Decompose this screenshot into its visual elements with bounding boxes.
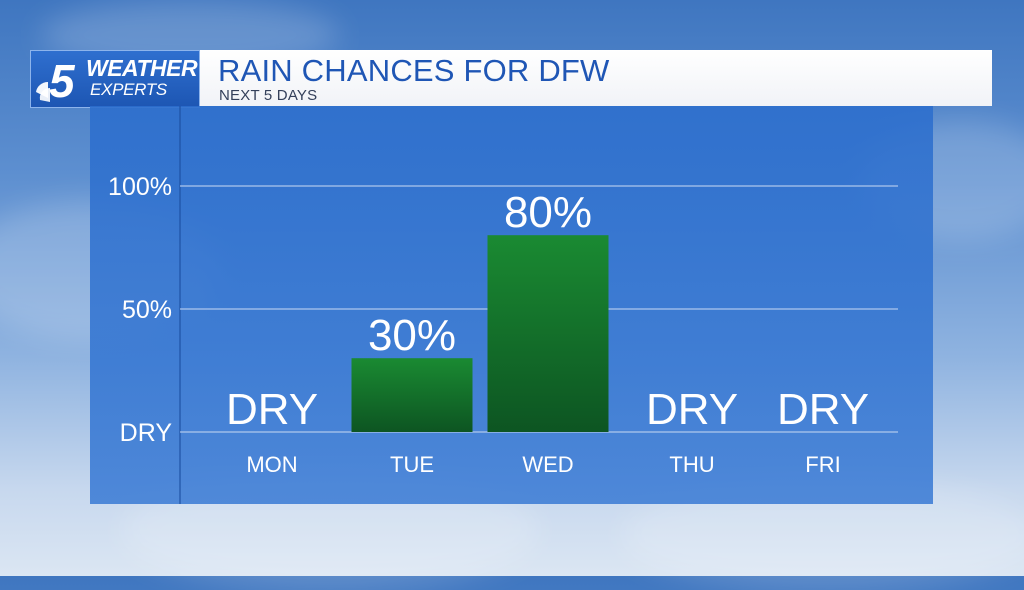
bar-value-label: 30% <box>368 311 456 360</box>
x-category-label: THU <box>669 452 714 477</box>
logo-experts-text: EXPERTS <box>90 80 167 99</box>
x-category-label: WED <box>522 452 573 477</box>
bar-value-label: DRY <box>226 385 318 434</box>
y-tick-label: 50% <box>122 296 172 324</box>
axis-separator <box>179 106 181 504</box>
bar <box>351 358 473 432</box>
y-tick-label: DRY <box>120 419 173 447</box>
page-title: RAIN CHANCES FOR DFW <box>218 53 610 88</box>
rain-chance-chart: DRY 50% 100% DRY MON 30% TUE 80% WED DRY THU DRY FRI <box>108 173 898 477</box>
bar <box>487 235 609 432</box>
bar-value-label: DRY <box>646 385 738 434</box>
nbc5-peacock-logo-icon: 5 <box>36 55 76 104</box>
y-tick-label: 100% <box>108 173 172 201</box>
page-subtitle: NEXT 5 DAYS <box>219 87 318 104</box>
title-bar <box>200 50 992 106</box>
chart-panel: DRY 50% 100% DRY MON 30% TUE 80% WED DRY THU DRY FRI <box>90 106 933 504</box>
x-category-label: TUE <box>390 452 434 477</box>
x-category-label: FRI <box>805 452 840 477</box>
logo-weather-text: WEATHER <box>86 55 198 81</box>
logo-number: 5 <box>49 55 76 104</box>
station-logo <box>30 50 200 108</box>
bar-value-label: DRY <box>777 385 869 434</box>
bar-value-label: 80% <box>504 188 592 237</box>
x-category-label: MON <box>246 452 297 477</box>
